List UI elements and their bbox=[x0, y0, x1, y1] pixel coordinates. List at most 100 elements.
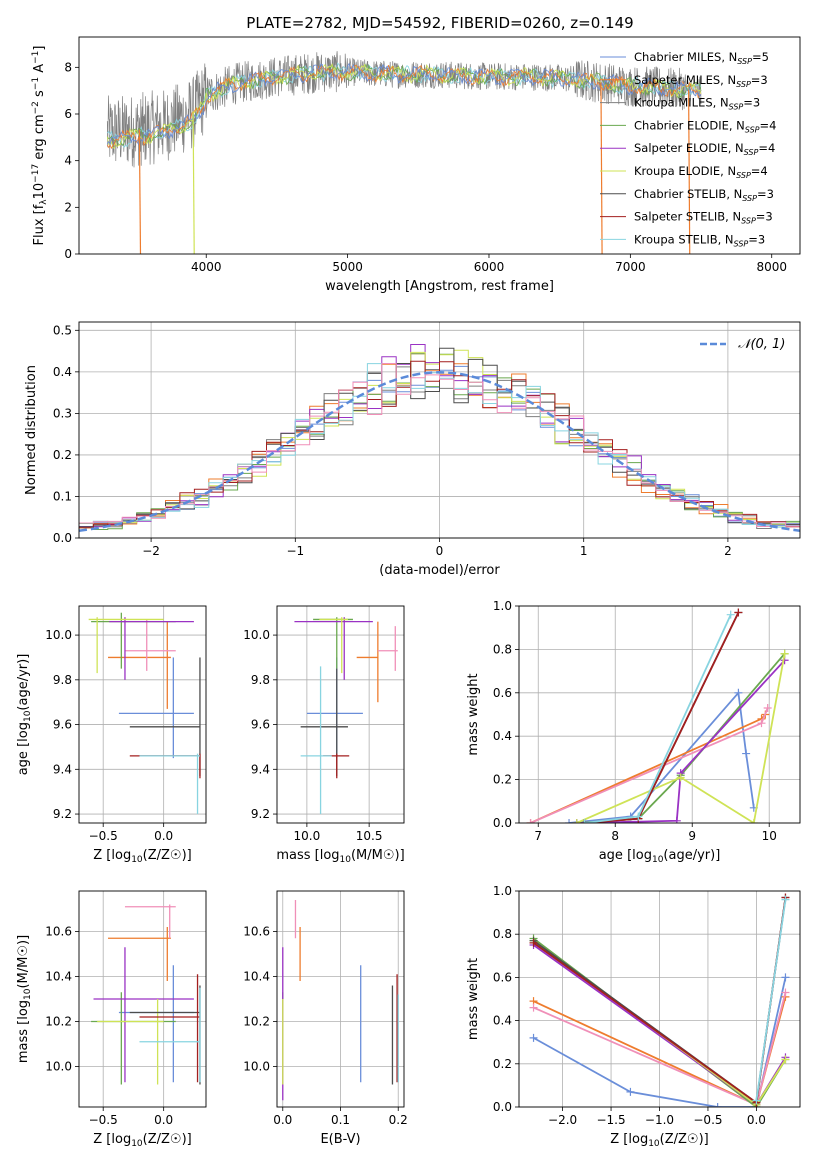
marker-plus bbox=[781, 895, 790, 904]
axes-frame bbox=[276, 605, 405, 824]
y-tick-label: 0.2 bbox=[493, 1057, 512, 1071]
y-tick-label: 0.6 bbox=[493, 970, 512, 984]
y-axis-label: mass [log10(M/M☉)] bbox=[16, 935, 33, 1063]
panel-age_vs_mass: 10.0 10.5 9.2 9.4 9.6 9.8 10.0 mass [log10(M/M☉… bbox=[243, 605, 405, 865]
y-tick-label: 0 bbox=[64, 247, 72, 261]
plot-area bbox=[88, 612, 201, 815]
model-gap-line bbox=[687, 89, 691, 254]
marker-plus bbox=[752, 1096, 761, 1105]
model-spectrum-line bbox=[106, 64, 702, 150]
x-tick-label: 5000 bbox=[332, 260, 363, 274]
x-tick-label: −1.5 bbox=[596, 1113, 625, 1127]
panel-mass_vs_EBV: 0.0 0.1 0.2 10.0 10.2 10.4 10.6 E(B-V) bbox=[243, 890, 408, 1147]
y-tick-label: 1.0 bbox=[493, 884, 512, 898]
legend-entry: Chabrier STELIB, NSSP=3 bbox=[634, 187, 774, 203]
x-axis-label: Z [log10(Z/Z☉)] bbox=[93, 1132, 191, 1149]
x-tick-label: 0.0 bbox=[273, 1113, 292, 1127]
x-tick-label: −2 bbox=[142, 544, 160, 558]
x-tick-label: 0.1 bbox=[331, 1113, 350, 1127]
y-tick-label: 1.0 bbox=[493, 599, 512, 613]
mass-weight-line bbox=[584, 612, 740, 823]
y-tick-label: 0.2 bbox=[493, 773, 512, 787]
marker-plus bbox=[672, 816, 681, 823]
model-spectrum-line bbox=[106, 62, 702, 146]
spectrum-legend: Chabrier MILES, NSSP=5 Salpeter MILES, NS… bbox=[600, 50, 776, 248]
axes-frame bbox=[276, 890, 405, 1108]
y-tick-label: 6 bbox=[64, 107, 72, 121]
x-tick-label: 7000 bbox=[615, 260, 646, 274]
marker-plus bbox=[580, 819, 589, 823]
x-axis-label: E(B-V) bbox=[320, 1132, 360, 1147]
x-axis-label: mass [log10(M/M☉)] bbox=[276, 848, 404, 865]
x-tick-label: −0.5 bbox=[693, 1113, 722, 1127]
marker-plus bbox=[726, 610, 735, 619]
model-gap-line bbox=[138, 129, 142, 254]
axes-frame bbox=[78, 605, 207, 824]
y-tick-label: 8 bbox=[64, 60, 72, 74]
marker-plus bbox=[676, 773, 685, 782]
x-axis-label: Z [log10(Z/Z☉)] bbox=[610, 1132, 708, 1149]
x-tick-label: −2.0 bbox=[548, 1113, 577, 1127]
axes-frame bbox=[78, 36, 801, 255]
y-tick-label: 2 bbox=[64, 200, 72, 214]
y-tick-label: 10.0 bbox=[45, 1060, 72, 1074]
y-tick-label: 10.0 bbox=[243, 1060, 270, 1074]
y-tick-label: 10.0 bbox=[243, 628, 270, 642]
marker-plus bbox=[713, 1103, 722, 1107]
legend-entry: Chabrier MILES, NSSP=5 bbox=[634, 50, 769, 66]
x-tick-label: 0.0 bbox=[154, 1113, 173, 1127]
x-axis-label: age [log10(age/yr)] bbox=[599, 848, 721, 865]
y-tick-label: 0.8 bbox=[493, 927, 512, 941]
x-tick-label: 9 bbox=[688, 829, 696, 843]
mass-weight-line bbox=[584, 614, 732, 823]
y-tick-label: 9.4 bbox=[251, 762, 270, 776]
y-tick-label: 0.2 bbox=[53, 448, 72, 462]
x-tick-label: 2 bbox=[724, 544, 732, 558]
marker-plus bbox=[757, 719, 766, 728]
marker-plus bbox=[734, 688, 743, 697]
marker-plus bbox=[749, 819, 758, 823]
y-tick-label: 9.6 bbox=[251, 718, 270, 732]
y-axis-label: Normed distribution bbox=[24, 365, 39, 495]
axes-frame bbox=[78, 890, 207, 1108]
y-tick-label: 9.2 bbox=[251, 807, 270, 821]
mass-weight-line bbox=[576, 659, 786, 823]
marker-plus bbox=[781, 973, 790, 982]
y-tick-label: 0.8 bbox=[493, 642, 512, 656]
legend-entry: Kroupa ELODIE, NSSP=4 bbox=[634, 164, 768, 180]
y-tick-label: 0.0 bbox=[493, 1100, 512, 1114]
y-tick-label: 9.8 bbox=[251, 673, 270, 687]
x-tick-label: 10.0 bbox=[294, 829, 321, 843]
y-tick-label: 0.5 bbox=[53, 323, 72, 337]
marker-plus bbox=[526, 819, 535, 823]
axes-frame bbox=[518, 605, 801, 824]
x-tick-label: −0.5 bbox=[89, 829, 118, 843]
y-tick-label: 0.0 bbox=[53, 531, 72, 545]
x-tick-label: 0 bbox=[436, 544, 444, 558]
model-gap-line bbox=[192, 111, 195, 254]
mass-weight-line bbox=[584, 612, 740, 823]
panel-age_vs_Z: −0.5 0.0 9.2 9.4 9.6 9.8 10.0 Z [log10(Z/Z☉)] ag… bbox=[16, 605, 207, 865]
y-tick-label: 0.1 bbox=[53, 489, 72, 503]
marker-plus bbox=[734, 608, 743, 617]
panel-mass_vs_Z: −0.5 0.0 10.0 10.2 10.4 10.6 Z [log10(Z/Z☉)] ma… bbox=[16, 890, 207, 1149]
x-axis-label: wavelength [Angstrom, rest frame] bbox=[325, 279, 554, 294]
panel-massweight_vs_Z: −2.0 −1.5 −1.0 −0.5 0.0 0.0 0.2 0.4 0.6 0.8 1.0 Z [… bbox=[466, 884, 801, 1149]
marker-plus bbox=[634, 812, 643, 821]
legend-entry: Salpeter ELODIE, NSSP=4 bbox=[634, 141, 775, 157]
y-tick-label: 9.8 bbox=[53, 673, 72, 687]
plot-area bbox=[529, 893, 790, 1107]
mass-weight-line bbox=[568, 690, 755, 823]
x-tick-label: 1 bbox=[580, 544, 588, 558]
x-tick-label: 0.0 bbox=[154, 829, 173, 843]
y-tick-label: 9.6 bbox=[53, 718, 72, 732]
y-axis-label: mass weight bbox=[466, 958, 481, 1040]
y-tick-label: 10.0 bbox=[45, 628, 72, 642]
panel-spectrum: 4000 5000 6000 7000 8000 0 2 4 6 8 wavelength [Ang… bbox=[31, 36, 801, 294]
x-tick-label: 8 bbox=[611, 829, 619, 843]
y-axis-label: age [log10(age/yr)] bbox=[16, 654, 33, 776]
y-tick-label: 10.4 bbox=[45, 970, 72, 984]
plot-area bbox=[294, 617, 398, 815]
marker-plus bbox=[565, 819, 574, 823]
marker-plus bbox=[781, 988, 790, 997]
